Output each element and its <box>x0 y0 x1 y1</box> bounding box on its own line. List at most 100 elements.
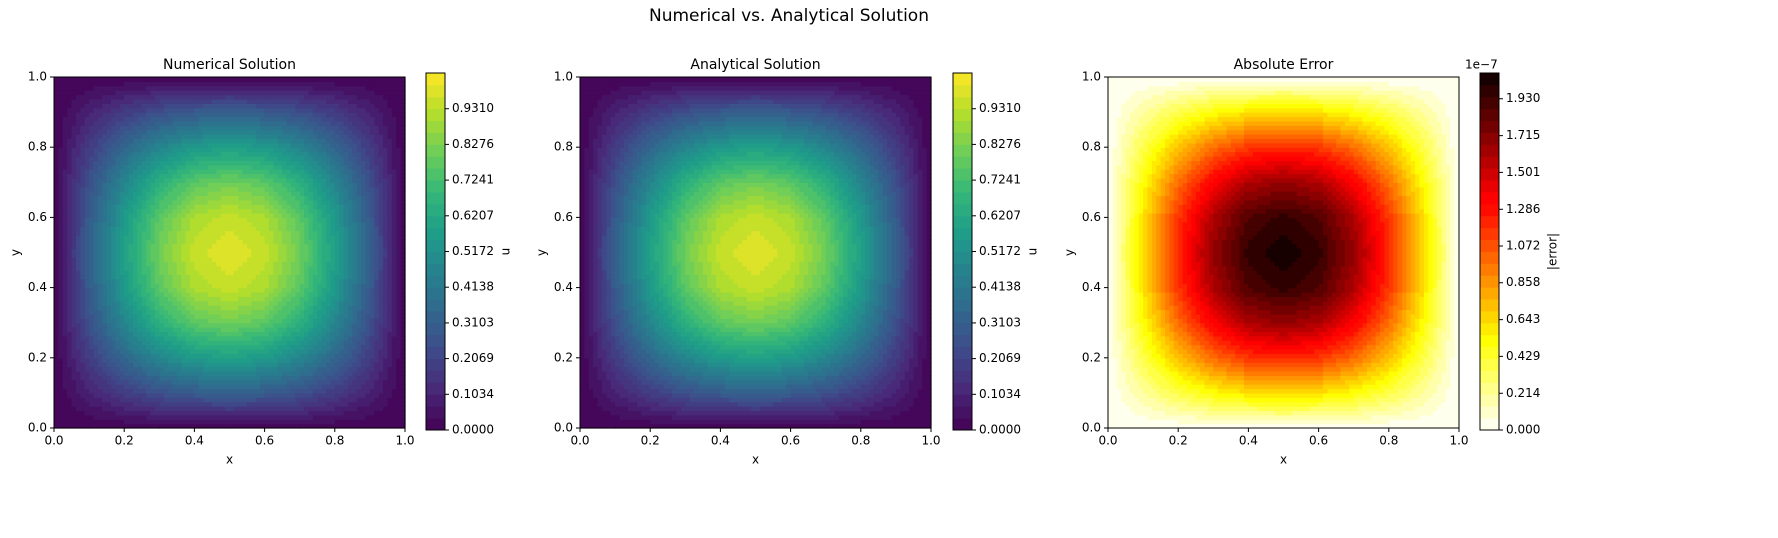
contour-cell <box>176 195 187 201</box>
contour-cell <box>89 103 103 109</box>
contour-cell <box>124 349 130 355</box>
contour-cell <box>84 186 90 192</box>
contour-cell <box>347 213 353 218</box>
contour-cell <box>97 151 108 157</box>
contour-cell <box>869 379 879 385</box>
contour-cell <box>365 366 371 372</box>
contour-cell <box>374 384 384 390</box>
contour-cell <box>260 384 266 390</box>
contour-cell <box>891 340 897 346</box>
contour-cell <box>610 291 616 297</box>
contour-cell <box>190 309 195 315</box>
contour-cell <box>707 309 717 315</box>
contour-cell <box>588 265 594 271</box>
contour-cell <box>124 406 156 412</box>
contour-cell <box>400 265 406 271</box>
contour-cell <box>295 195 301 201</box>
contour-cell <box>773 283 792 289</box>
contour-cell <box>102 217 108 223</box>
contour-cell <box>330 134 336 140</box>
contour-cell <box>181 357 195 363</box>
contour-cell <box>273 204 283 210</box>
contour-cell <box>369 103 375 109</box>
contour-cell <box>137 344 147 350</box>
contour-cell <box>334 300 340 306</box>
contour-cell <box>54 353 59 359</box>
contour-cell <box>698 322 713 328</box>
contour-cell <box>141 322 147 328</box>
contour-cell <box>878 318 884 324</box>
contour-cell <box>124 120 130 126</box>
contour-cell <box>159 243 165 249</box>
contour-cell <box>391 274 397 280</box>
contour-cell <box>838 278 849 284</box>
contour-cell <box>580 318 585 324</box>
contour-cell <box>790 379 814 385</box>
contour-cell <box>746 287 757 293</box>
contour-cell <box>198 340 231 346</box>
contour-cell <box>396 256 402 262</box>
contour-cell <box>312 182 323 188</box>
contour-cell <box>163 107 195 113</box>
contour-cell <box>374 234 380 240</box>
contour-cell <box>67 191 73 197</box>
contour-cell <box>790 322 800 328</box>
contour-cell <box>724 270 752 276</box>
contour-cell <box>141 291 152 297</box>
contour-cell <box>369 230 375 236</box>
contour-cell <box>755 410 792 416</box>
contour-cell <box>755 309 779 315</box>
contour-cell <box>790 252 796 258</box>
contour-cell <box>137 243 143 249</box>
colorbar-band <box>426 215 445 229</box>
contour-cell <box>913 270 919 276</box>
contour-cell <box>650 410 678 416</box>
contour-cell <box>391 283 397 289</box>
contour-cell <box>304 357 314 363</box>
contour-cell <box>321 357 332 363</box>
contour-cell <box>720 327 748 333</box>
contour-cell <box>593 252 599 258</box>
contour-cell <box>124 177 130 183</box>
contour-cell <box>54 77 90 82</box>
contour-cell <box>821 392 827 398</box>
contour-cell <box>352 291 358 297</box>
contour-cell <box>378 147 389 153</box>
contour-cell <box>606 327 612 333</box>
contour-cell <box>106 195 112 201</box>
contour-cell <box>383 182 389 188</box>
contour-cell <box>84 309 90 315</box>
contour-cell <box>326 278 332 284</box>
contour-cell <box>347 357 358 363</box>
contour-cell <box>97 296 103 302</box>
contour-cell <box>54 256 59 262</box>
contour-cell <box>369 414 406 420</box>
contour-cell <box>361 116 371 122</box>
contour-cell <box>369 410 375 416</box>
contour-cell <box>146 256 152 262</box>
contour-cell <box>106 340 117 346</box>
contour-cell <box>843 379 858 385</box>
contour-cell <box>312 204 318 210</box>
contour-cell <box>238 265 266 271</box>
contour-cell <box>369 265 375 271</box>
contour-cell <box>89 129 99 135</box>
contour-cell <box>856 278 862 284</box>
contour-cell <box>54 322 59 328</box>
contour-cell <box>597 366 603 372</box>
contour-cell <box>84 169 90 175</box>
contour-cell <box>860 397 866 403</box>
colorbar-band <box>426 144 445 157</box>
contour-cell <box>89 278 95 284</box>
contour-cell <box>913 278 919 284</box>
contour-cell <box>606 270 612 276</box>
contour-cell <box>391 191 397 197</box>
contour-cell <box>146 344 156 350</box>
contour-cell <box>361 239 367 245</box>
contour-cell <box>308 234 318 240</box>
contour-cell <box>264 261 274 267</box>
contour-cell <box>89 204 95 210</box>
colorbar-band <box>426 203 445 217</box>
contour-cell <box>295 221 301 227</box>
contour-cell <box>387 169 397 175</box>
